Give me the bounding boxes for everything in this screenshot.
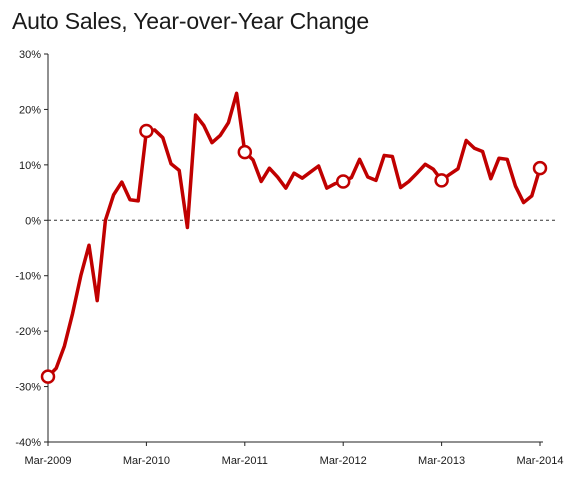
y-tick-label: -20% [15,326,41,338]
x-tick-label-layer: Mar-2009 Mar-2010 Mar-2011 Mar-2012 Mar-2013… [24,455,563,467]
data-point-marker [40,369,56,384]
series-marker-layer [40,123,548,384]
data-point-marker [237,144,253,160]
y-tick-label: 10% [19,160,41,172]
y-tick-label: 0% [25,215,41,227]
chart-title: Auto Sales, Year-over-Year Change [12,8,369,34]
y-tick-label: -30% [15,382,41,394]
data-point-marker [139,123,154,139]
y-tick-label: -40% [15,437,41,449]
x-tick-label: Mar-2012 [320,455,367,467]
y-tick-label-layer: -40% -30% -20% -10% 0% 10% 20% 30% [15,49,41,449]
y-tick-label: 20% [19,104,41,116]
data-point-marker [532,160,548,176]
series-line [46,91,542,379]
series-line-layer [46,91,542,379]
x-tick-label: Mar-2011 [222,455,268,467]
data-point-marker [335,174,351,189]
x-tick-label: Mar-2013 [418,455,465,467]
x-tick-label: Mar-2010 [123,455,170,467]
x-tick-label: Mar-2009 [24,455,71,467]
x-tick-label: Mar-2014 [516,455,563,467]
chart-axes [44,53,543,446]
data-point-marker [434,173,449,188]
y-tick-label: 30% [19,49,41,61]
y-tick-label: -10% [15,271,41,283]
